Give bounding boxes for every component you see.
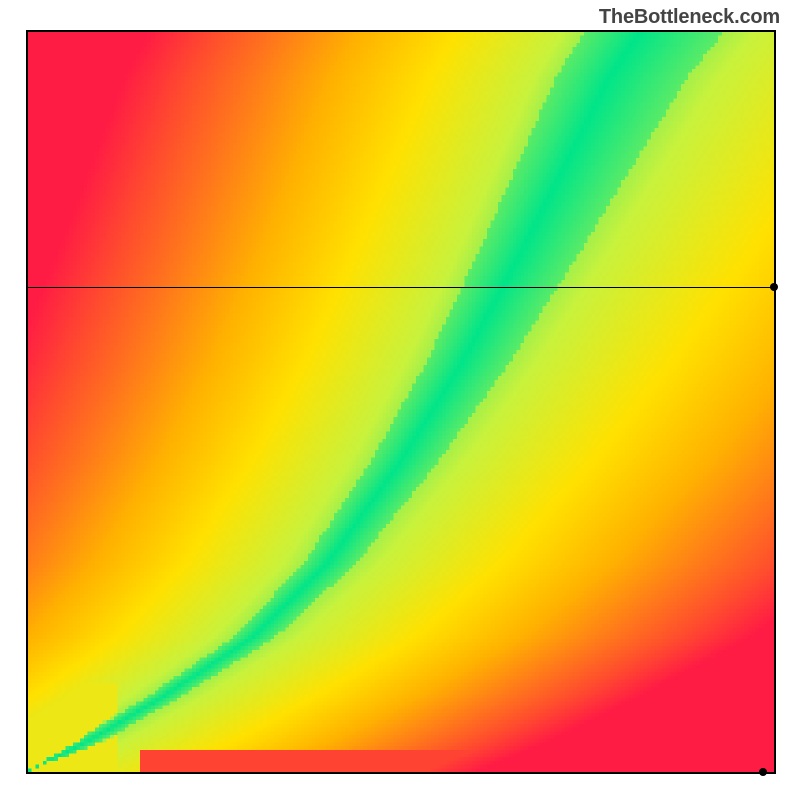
right-axis-marker-icon [770,283,778,291]
horizontal-guideline [28,287,774,288]
bottom-axis-marker-icon [759,768,767,776]
plot-frame [26,30,776,774]
watermark-text: TheBottleneck.com [599,6,780,29]
heatmap-canvas [28,32,774,772]
